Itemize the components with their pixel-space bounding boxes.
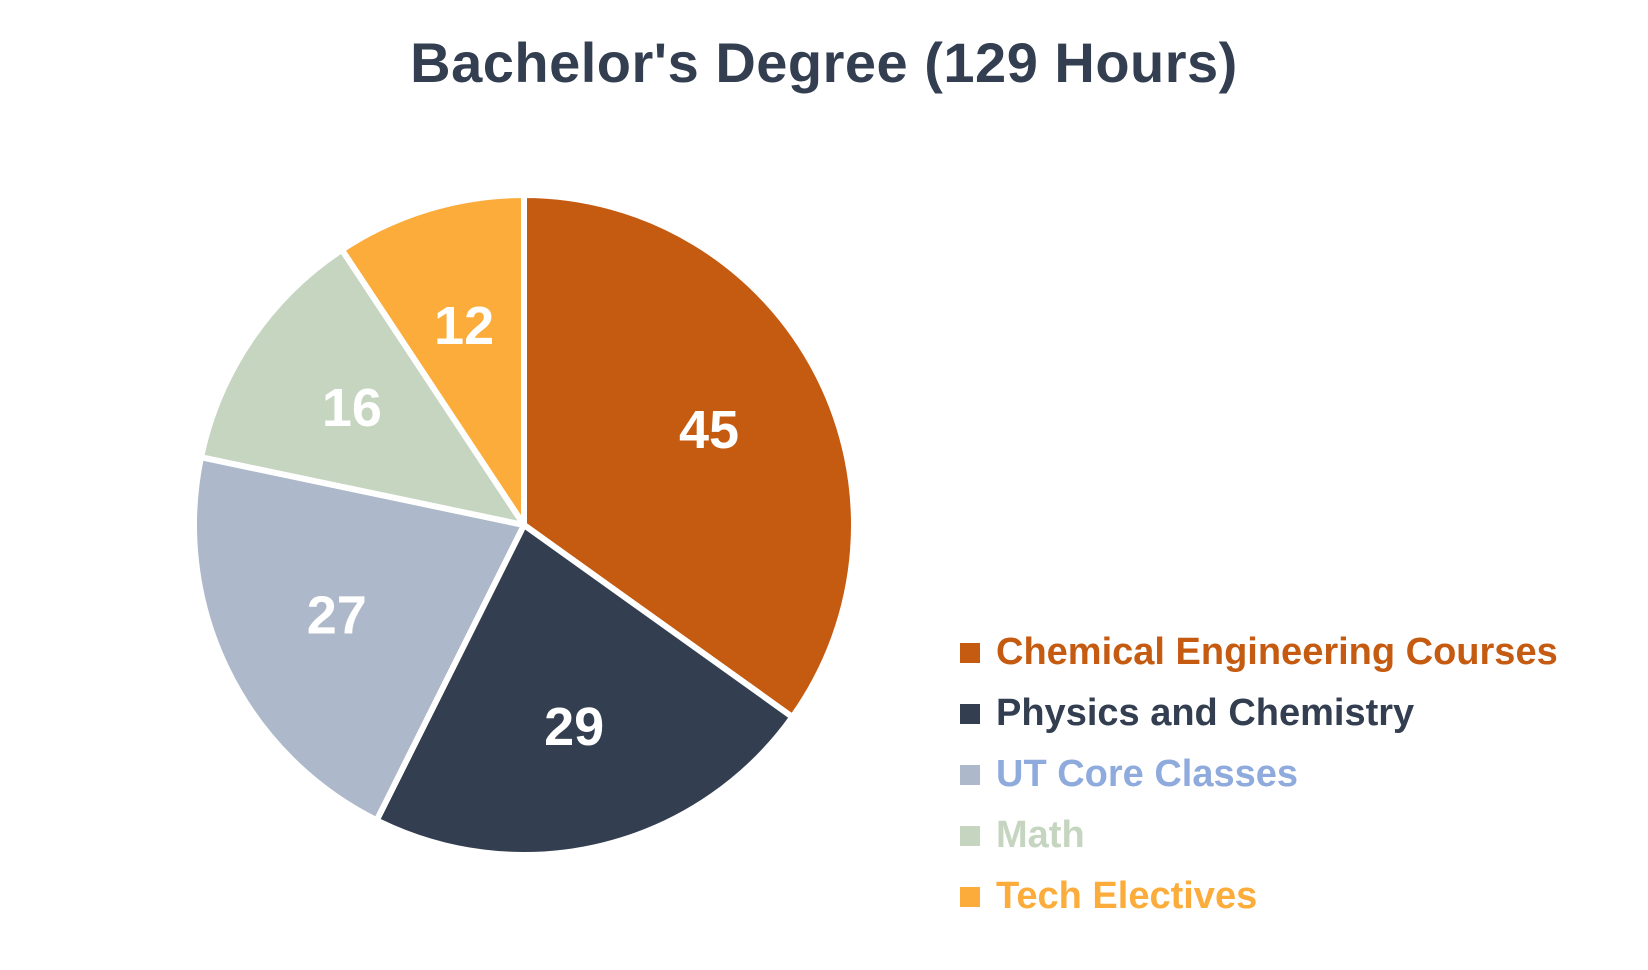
legend-swatch [960, 642, 980, 663]
data-label-tech-electives: 12 [434, 296, 494, 356]
legend-swatch [960, 825, 980, 846]
legend-swatch [960, 886, 980, 907]
legend-item-ut-core-classes: UT Core Classes [960, 744, 1558, 805]
legend-swatch [960, 703, 980, 724]
legend-item-math: Math [960, 805, 1558, 866]
data-label-math: 16 [322, 378, 382, 438]
pie-slice-math [198, 246, 527, 528]
legend-item-physics-and-chemistry: Physics and Chemistry [960, 683, 1558, 744]
data-label-chemical-engineering-courses: 45 [679, 400, 739, 460]
pie-data-labels: 45 29 27 16 12 [307, 296, 739, 757]
data-label-physics-and-chemistry: 29 [544, 697, 604, 757]
pie-slice-physics-and-chemistry [373, 522, 796, 858]
legend-label: Tech Electives [996, 875, 1258, 917]
pie-slice-tech-electives [338, 192, 527, 528]
data-label-ut-core-classes: 27 [307, 586, 367, 646]
pie-slice-chemical-engineering-courses [521, 192, 857, 721]
chart-title: Bachelor's Degree (129 Hours) [410, 31, 1238, 94]
legend-item-tech-electives: Tech Electives [960, 866, 1558, 927]
legend-label: Physics and Chemistry [996, 692, 1415, 734]
legend-item-chemical-engineering-courses: Chemical Engineering Courses [960, 622, 1558, 683]
legend-label: Math [996, 814, 1085, 856]
legend-label: Chemical Engineering Courses [996, 631, 1558, 673]
legend-swatch [960, 764, 980, 785]
legend-label: UT Core Classes [996, 753, 1299, 795]
pie-slices [191, 192, 857, 858]
legend: Chemical Engineering Courses Physics and … [960, 622, 1558, 927]
pie-slice-ut-core-classes [191, 454, 527, 824]
